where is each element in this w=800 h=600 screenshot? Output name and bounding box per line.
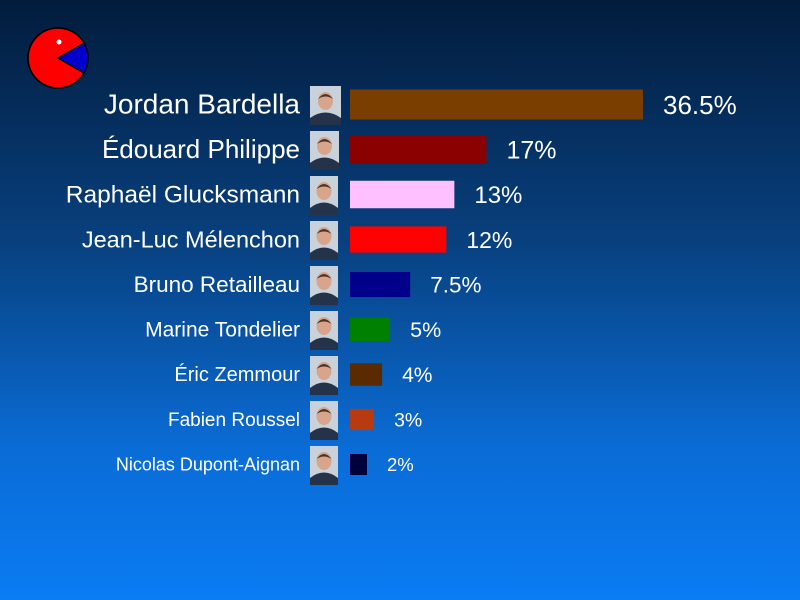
bar: [350, 454, 367, 475]
category-label: Éric Zemmour: [174, 363, 300, 386]
avatar: [310, 401, 338, 440]
data-label: 4%: [402, 364, 432, 387]
avatar: [310, 266, 338, 305]
bar: [350, 226, 447, 253]
bar: [350, 363, 383, 386]
category-label: Jean-Luc Mélenchon: [82, 226, 300, 252]
bar: [350, 135, 487, 164]
data-label: 2%: [387, 454, 414, 475]
category-label: Édouard Philippe: [102, 134, 300, 164]
data-label: 7.5%: [430, 273, 481, 298]
bar: [350, 317, 391, 342]
bar-row: Bruno Retailleau 7.5%: [134, 266, 482, 305]
data-label: 36.5%: [663, 90, 737, 120]
bar-row: Jean-Luc Mélenchon 12%: [82, 221, 512, 260]
bar-row: Nicolas Dupont-Aignan 2%: [116, 446, 414, 485]
data-label: 13%: [474, 182, 522, 209]
bar: [350, 272, 411, 297]
category-label: Bruno Retailleau: [134, 272, 300, 297]
bar-row: Fabien Roussel 3%: [168, 401, 422, 440]
data-label: 12%: [466, 227, 512, 253]
category-label: Marine Tondelier: [145, 318, 300, 341]
avatar: [310, 446, 338, 485]
category-label: Fabien Roussel: [168, 410, 300, 431]
bar-row: Raphaël Glucksmann 13%: [66, 176, 522, 215]
bar: [350, 180, 455, 209]
avatar: [310, 311, 338, 350]
bar: [350, 408, 375, 431]
data-label: 17%: [506, 137, 556, 165]
bar-row: Jordan Bardella 36.5%: [104, 86, 737, 125]
category-label: Raphaël Glucksmann: [66, 182, 300, 209]
avatar: [310, 131, 339, 170]
pie-pacman-icon: [27, 27, 89, 89]
category-label: Nicolas Dupont-Aignan: [116, 454, 300, 474]
avatar: [310, 221, 338, 260]
bar-row: Éric Zemmour 4%: [174, 356, 432, 395]
data-label: 5%: [410, 318, 441, 342]
data-label: 3%: [394, 410, 422, 432]
bar-row: Édouard Philippe 17%: [102, 131, 557, 170]
avatar: [310, 356, 338, 395]
category-label: Jordan Bardella: [104, 89, 301, 120]
bar: [350, 89, 643, 120]
avatar: [310, 86, 341, 125]
bar-row: Marine Tondelier 5%: [145, 311, 441, 350]
avatar: [310, 176, 338, 215]
